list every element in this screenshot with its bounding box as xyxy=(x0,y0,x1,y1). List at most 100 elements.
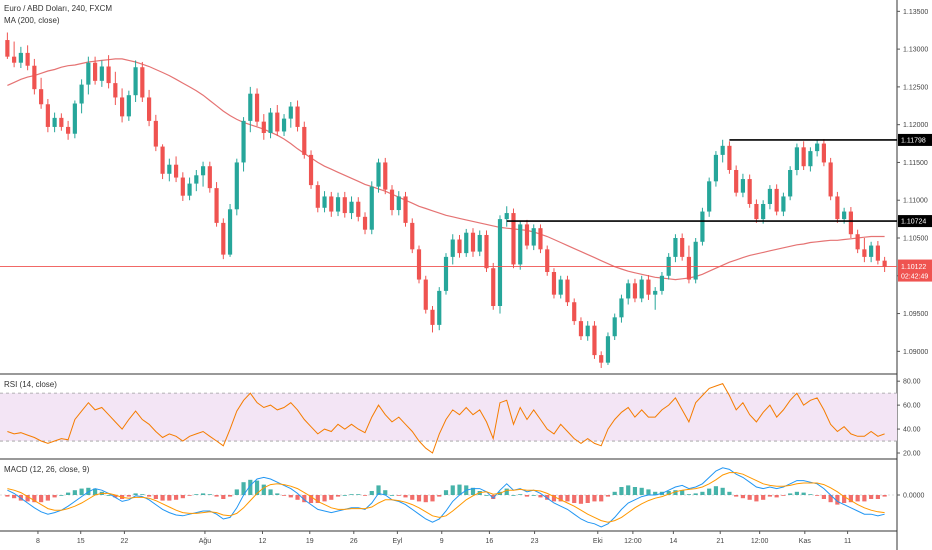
candle-body xyxy=(362,216,368,230)
candle xyxy=(214,182,219,227)
macd-histogram-bar xyxy=(227,495,233,497)
macd-histogram-bar xyxy=(538,495,543,498)
macd-histogram-bar xyxy=(261,484,266,495)
macd-line xyxy=(7,467,885,528)
macd-histogram-bar xyxy=(349,494,354,495)
candle-body xyxy=(578,321,584,337)
ma-legend[interactable]: MA (200, close) xyxy=(4,16,60,25)
candle xyxy=(774,184,779,216)
candle xyxy=(437,287,442,331)
candle-body xyxy=(302,126,307,155)
candle xyxy=(565,275,570,306)
candle-body xyxy=(383,162,388,190)
macd-histogram-bar xyxy=(626,485,631,495)
candle-body xyxy=(416,249,422,280)
macd-histogram-bar xyxy=(632,487,638,495)
macd-histogram-bar xyxy=(565,495,570,502)
candle xyxy=(308,150,314,189)
macd-histogram-bar xyxy=(551,495,557,502)
candle xyxy=(362,212,368,235)
time-tick-label: 12:00 xyxy=(624,538,642,545)
macd-histogram-bar xyxy=(315,495,320,503)
candle xyxy=(524,219,530,250)
candle xyxy=(153,114,158,152)
candle-body xyxy=(207,166,212,189)
price-tick-label: 1.13000 xyxy=(903,47,928,54)
candle xyxy=(808,147,813,172)
candle-body xyxy=(531,228,536,246)
candle xyxy=(646,275,651,300)
candle xyxy=(410,218,415,254)
candle-body xyxy=(227,209,233,255)
candle xyxy=(329,191,334,217)
price-tick-label: 1.10500 xyxy=(903,236,928,243)
candle xyxy=(551,268,557,299)
candle xyxy=(612,313,617,340)
candle-body xyxy=(180,177,185,196)
price-tick-label: 1.11500 xyxy=(903,160,928,167)
candle-body xyxy=(214,188,219,223)
macd-histogram-bar xyxy=(781,495,786,496)
candle xyxy=(221,218,226,260)
macd-histogram-bar xyxy=(821,495,826,499)
macd-histogram-bar xyxy=(153,495,158,499)
candle xyxy=(59,113,64,131)
candle xyxy=(713,151,719,187)
candle-body xyxy=(707,181,712,212)
candle xyxy=(862,238,867,263)
macd-histogram-bar xyxy=(578,495,584,504)
candle-body xyxy=(200,166,206,176)
rsi-legend[interactable]: RSI (14, close) xyxy=(4,380,57,389)
macd-histogram-bar xyxy=(848,495,853,503)
candle-body xyxy=(99,66,104,81)
candle xyxy=(538,224,543,254)
candle-body xyxy=(477,234,482,252)
candle-body xyxy=(261,121,266,133)
symbol-legend[interactable]: Euro / ABD Doları, 240, FXCM xyxy=(4,4,113,13)
candle xyxy=(248,86,253,133)
ma-200-line xyxy=(7,58,885,281)
candle-body xyxy=(86,62,91,85)
candle-body xyxy=(626,283,631,299)
candle-body xyxy=(754,204,759,220)
candle xyxy=(335,192,341,217)
macd-histogram-bar xyxy=(653,491,658,495)
candle-body xyxy=(322,196,327,208)
candle xyxy=(403,191,408,227)
macd-histogram-bar xyxy=(673,490,678,495)
macd-histogram-bar xyxy=(869,495,874,499)
candle-body xyxy=(842,211,847,220)
macd-histogram-bar xyxy=(403,495,408,498)
macd-histogram-bar xyxy=(79,488,84,495)
macd-histogram-bar xyxy=(200,493,206,495)
macd-histogram-bar xyxy=(281,495,287,496)
candle-body xyxy=(835,196,840,220)
candle xyxy=(241,117,246,172)
candle xyxy=(72,100,77,139)
candle xyxy=(801,141,806,170)
macd-histogram-bar xyxy=(524,495,530,497)
candle-body xyxy=(659,275,665,291)
macd-histogram-bar xyxy=(376,485,381,495)
candle xyxy=(383,157,388,195)
candle-body xyxy=(25,52,30,66)
candle xyxy=(200,161,206,187)
candle-body xyxy=(126,95,131,117)
candle-body xyxy=(241,120,246,163)
macd-histogram-bar xyxy=(126,495,131,497)
candle-body xyxy=(551,272,557,295)
candle xyxy=(747,174,752,208)
candle-body xyxy=(410,222,415,250)
macd-histogram-bar xyxy=(619,487,624,495)
candle-body xyxy=(545,249,550,272)
candle xyxy=(52,112,57,133)
macd-legend[interactable]: MACD (12, 26, close, 9) xyxy=(4,465,90,474)
macd-histogram-bar xyxy=(572,495,577,503)
time-tick-label: 12:00 xyxy=(751,538,769,545)
candle-body xyxy=(828,162,833,197)
candle-body xyxy=(396,196,401,211)
candle xyxy=(875,241,880,265)
candle xyxy=(734,165,739,197)
macd-histogram-bar xyxy=(254,480,260,495)
